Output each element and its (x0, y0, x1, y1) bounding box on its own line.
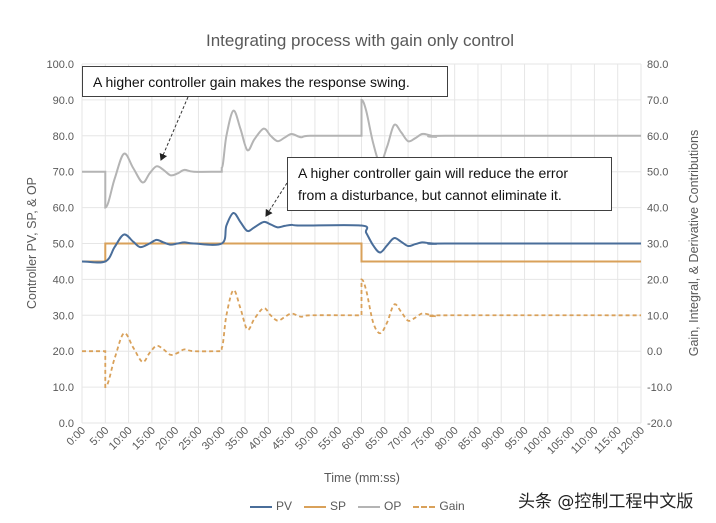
right-y-tick-label: 60.0 (647, 131, 668, 143)
right-y-tick-label: 10.0 (647, 310, 668, 322)
legend-swatch-pv (250, 505, 272, 508)
left-y-tick-label: 100.0 (46, 59, 74, 71)
annotation-text-line2: from a disturbance, but cannot eliminate… (298, 187, 562, 203)
x-tick-label: 75:00 (410, 425, 438, 453)
arrow-to-pv-offset (265, 182, 288, 217)
series-line-gain (82, 278, 642, 389)
legend-item-op: OP (358, 499, 401, 513)
left-y-tick-label: 50.0 (53, 239, 74, 251)
legend-label: Gain (439, 499, 465, 513)
right-y-tick-label: 50.0 (647, 167, 668, 179)
right-y-tick-label: 40.0 (647, 203, 668, 215)
chart-title: Integrating process with gain only contr… (206, 31, 514, 50)
x-tick-label: 20:00 (153, 425, 181, 453)
annotation-gain-swing: A higher controller gain makes the respo… (82, 66, 448, 97)
legend-label: OP (384, 499, 402, 513)
annotation-text: A higher controller gain makes the respo… (93, 74, 410, 90)
x-tick-label: 55:00 (316, 425, 344, 453)
left-y-tick-label: 60.0 (53, 203, 74, 215)
arrow-to-op-swing (159, 96, 189, 161)
x-tick-label: 30:00 (200, 425, 228, 453)
right-y-tick-label: 20.0 (647, 274, 668, 286)
annotation-arrows (159, 96, 288, 217)
left-y-tick-label: 40.0 (53, 274, 74, 286)
right-y-tick-label: -20.0 (647, 418, 672, 430)
right-y-tick-label: 30.0 (647, 239, 668, 251)
legend-label: SP (330, 499, 347, 513)
legend-swatch-gain (413, 505, 436, 508)
x-tick-label: 60:00 (340, 425, 368, 453)
left-y-tick-label: 20.0 (53, 346, 74, 358)
left-y-tick-label: 10.0 (53, 382, 74, 394)
right-y-tick-label: 80.0 (647, 59, 668, 71)
x-tick-label: 35:00 (223, 425, 251, 453)
watermark: 头条 @控制工程中文版 (518, 492, 694, 512)
right-y-tick-label: 0.0 (647, 346, 662, 358)
legend-item-sp: SP (304, 499, 346, 513)
legend-item-gain: Gain (413, 499, 465, 513)
annotation-text-line1: A higher controller gain will reduce the… (298, 165, 569, 181)
legend-swatch-op (358, 505, 381, 508)
legend-item-pv: PV (250, 499, 292, 513)
x-tick-label: 50:00 (293, 425, 321, 453)
series-lines (81, 98, 642, 389)
x-tick-label: 85:00 (456, 425, 484, 453)
x-axis-label: Time (mm:ss) (324, 471, 400, 485)
x-tick-label: 10:00 (107, 425, 135, 453)
x-tick-label: 15:00 (130, 425, 158, 453)
series-line-pv (81, 211, 642, 264)
legend: PV SP OP Gain (250, 499, 465, 513)
x-tick-label: 25:00 (177, 425, 205, 453)
left-y-tick-label: 0.0 (59, 418, 74, 430)
annotation-disturbance: A higher controller gain will reduce the… (287, 157, 612, 211)
x-tick-label: 65:00 (363, 425, 391, 453)
x-tick-label: 70:00 (386, 425, 414, 453)
right-y-tick-label: 70.0 (647, 95, 668, 107)
x-ticks: 0:00 5:0010:0015:0020:0025:0030:0035:0040… (64, 425, 647, 457)
right-y-ticks: -20.0 -10.0 0.0 10.0 20.0 30.0 40.0 50.0 60.0 70.… (647, 59, 672, 430)
right-y-tick-label: -10.0 (647, 382, 672, 394)
legend-label: PV (276, 499, 293, 513)
left-y-tick-label: 30.0 (53, 310, 74, 322)
x-tick-label: 80:00 (433, 425, 461, 453)
right-y-axis-label: Gain, Integral, & Derivative Contributio… (687, 130, 701, 357)
series-line-op (81, 98, 642, 209)
left-y-tick-label: 90.0 (53, 95, 74, 107)
left-y-tick-label: 80.0 (53, 131, 74, 143)
series-line-sp (82, 242, 641, 263)
x-tick-label: 40:00 (247, 425, 275, 453)
x-tick-label: 45:00 (270, 425, 298, 453)
left-y-tick-label: 70.0 (53, 167, 74, 179)
legend-swatch-sp (304, 505, 327, 508)
x-tick-label: 90:00 (479, 425, 507, 453)
left-y-ticks: 0.0 10.0 20.0 30.0 40.0 50.0 60.0 70.0 80.0 90.0 1… (46, 59, 74, 430)
left-y-axis-label: Controller PV, SP, & OP (25, 177, 39, 309)
